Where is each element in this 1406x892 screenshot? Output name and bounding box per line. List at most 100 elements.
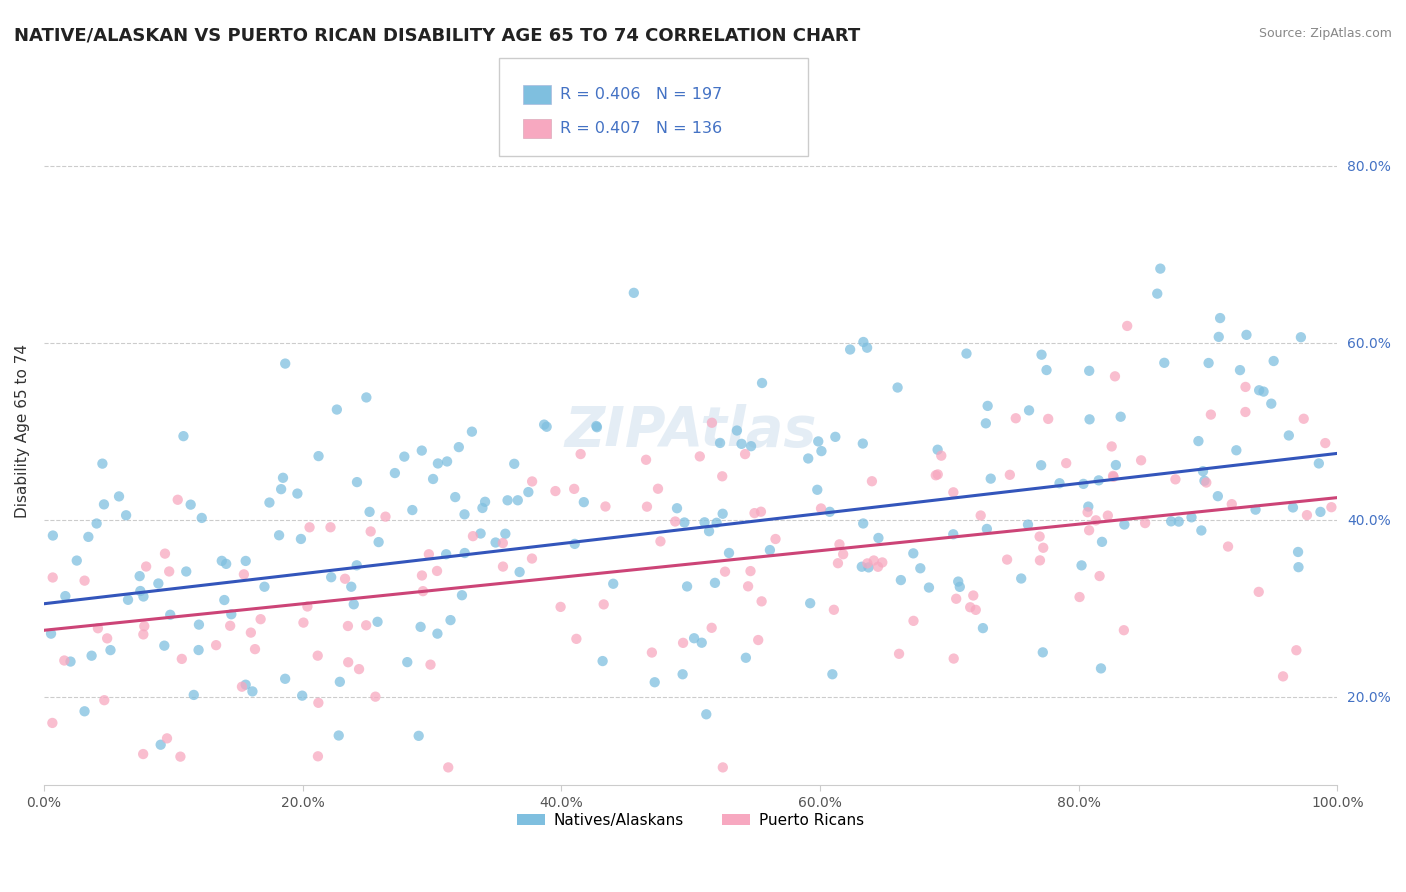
Point <box>1028 529 1050 543</box>
Point <box>641 646 664 660</box>
Point <box>347 662 370 676</box>
Point <box>751 376 773 390</box>
Point <box>818 505 841 519</box>
Point <box>709 436 731 450</box>
Point <box>948 574 970 589</box>
Point <box>461 425 484 439</box>
Point <box>129 584 152 599</box>
Point <box>1077 500 1099 514</box>
Point <box>725 424 748 438</box>
Point <box>1116 318 1139 333</box>
Point <box>354 618 377 632</box>
Point <box>887 647 910 661</box>
Point <box>690 636 713 650</box>
Point <box>927 467 949 482</box>
Point <box>1289 330 1312 344</box>
Point <box>1260 397 1282 411</box>
Point <box>886 380 908 394</box>
Point <box>572 495 595 509</box>
Point <box>592 654 614 668</box>
Point <box>214 593 236 607</box>
Point <box>714 565 737 579</box>
Point <box>453 508 475 522</box>
Point <box>856 557 879 571</box>
Point <box>890 573 912 587</box>
Point <box>96 632 118 646</box>
Point <box>1180 510 1202 524</box>
Point <box>959 600 981 615</box>
Point <box>965 603 987 617</box>
Point <box>1112 624 1135 638</box>
Point <box>132 590 155 604</box>
Point <box>270 482 292 496</box>
Point <box>903 546 925 560</box>
Point <box>520 551 543 566</box>
Point <box>418 547 440 561</box>
Point <box>412 584 434 599</box>
Point <box>623 285 645 300</box>
Point <box>823 603 845 617</box>
Point <box>271 471 294 485</box>
Point <box>73 574 96 588</box>
Point <box>384 466 406 480</box>
Point <box>903 614 925 628</box>
Point <box>734 447 756 461</box>
Point <box>447 440 470 454</box>
Point <box>1229 363 1251 377</box>
Point <box>706 516 728 530</box>
Point <box>1225 443 1247 458</box>
Point <box>509 565 531 579</box>
Point <box>409 620 432 634</box>
Point <box>1097 508 1119 523</box>
Point <box>565 632 588 646</box>
Point <box>807 434 830 449</box>
Point <box>91 457 114 471</box>
Point <box>734 650 756 665</box>
Point <box>910 561 932 575</box>
Point <box>1078 364 1101 378</box>
Point <box>974 417 997 431</box>
Point <box>1220 497 1243 511</box>
Point <box>520 475 543 489</box>
Point <box>411 568 433 582</box>
Point <box>1054 456 1077 470</box>
Point <box>858 560 880 574</box>
Point <box>1296 508 1319 522</box>
Point <box>87 621 110 635</box>
Point <box>666 501 689 516</box>
Point <box>267 528 290 542</box>
Point <box>711 507 734 521</box>
Point <box>166 492 188 507</box>
Point <box>1236 327 1258 342</box>
Point <box>1208 330 1230 344</box>
Point <box>401 503 423 517</box>
Point <box>135 559 157 574</box>
Point <box>336 619 359 633</box>
Point <box>1249 384 1271 398</box>
Point <box>918 581 941 595</box>
Point <box>356 391 378 405</box>
Point <box>689 450 711 464</box>
Point <box>602 576 624 591</box>
Point <box>1234 405 1257 419</box>
Point <box>190 511 212 525</box>
Point <box>1031 458 1053 473</box>
Point <box>827 556 849 570</box>
Point <box>492 559 515 574</box>
Point <box>1189 524 1212 538</box>
Point <box>737 579 759 593</box>
Point <box>945 591 967 606</box>
Point <box>1199 408 1222 422</box>
Point <box>215 557 238 571</box>
Point <box>149 738 172 752</box>
Point <box>235 678 257 692</box>
Point <box>292 615 315 630</box>
Point <box>232 567 254 582</box>
Text: Source: ZipAtlas.com: Source: ZipAtlas.com <box>1258 27 1392 40</box>
Point <box>1091 534 1114 549</box>
Point <box>93 693 115 707</box>
Point <box>533 417 555 432</box>
Point <box>231 680 253 694</box>
Point <box>744 506 766 520</box>
Point <box>298 520 321 534</box>
